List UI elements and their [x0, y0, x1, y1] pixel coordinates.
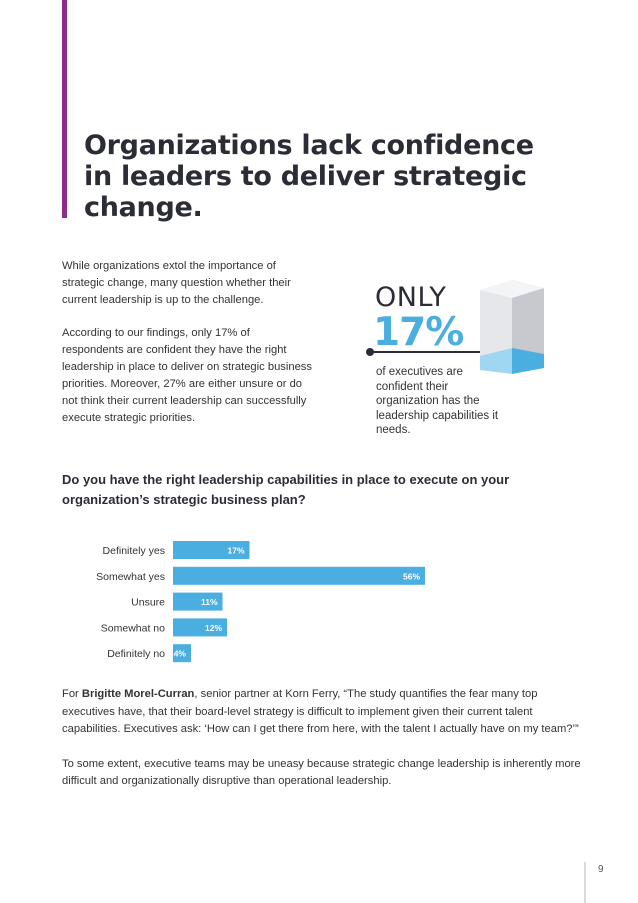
- category-label: Definitely yes: [103, 545, 165, 557]
- bar-chart: Definitely yes 17% Somewhat yes 56% Unsure 11…: [96, 541, 425, 663]
- bar: [173, 592, 223, 611]
- value-label: 11%: [201, 597, 218, 607]
- cube-illustration: [480, 280, 544, 374]
- title-line: in leaders to deliver strategic: [84, 161, 527, 192]
- callout-only: ONLY: [375, 282, 447, 313]
- value-label: 17%: [227, 546, 244, 556]
- quote-name: Brigitte Morel-Curran: [81, 688, 195, 700]
- bar: [173, 541, 250, 559]
- page-number-rule: [584, 862, 586, 903]
- callout-rule: [370, 351, 490, 353]
- accent-bar: [62, 0, 67, 218]
- bar: [173, 618, 227, 637]
- body-text: For Brigitte Morel-Curran, senior partne…: [62, 686, 582, 808]
- value-label: 4%: [174, 649, 187, 659]
- intro-paragraph: According to our findings, only 17% of r…: [62, 327, 312, 424]
- page-title: Organizations lack confidence in leaders…: [84, 130, 604, 223]
- category-label: Unsure: [131, 597, 165, 609]
- quote-body: , senior partner at Korn Ferry, “The stu…: [62, 688, 579, 735]
- category-label: Somewhat yes: [96, 571, 165, 583]
- callout-percent: 17%: [373, 310, 464, 355]
- bar: [173, 644, 191, 663]
- quote-prefix: For: [62, 688, 82, 700]
- survey-question: Do you have the right leadership capabil…: [62, 472, 510, 507]
- value-label: 12%: [205, 623, 222, 633]
- quote-paragraph: For Brigitte Morel-Curran, senior partne…: [62, 686, 582, 739]
- category-label: Definitely no: [107, 648, 165, 660]
- title-line: Organizations lack confidence: [84, 130, 534, 161]
- value-label: 56%: [403, 571, 420, 581]
- closing-paragraph: To some extent, executive teams may be u…: [62, 757, 581, 788]
- page-number: 9: [598, 864, 604, 875]
- intro-paragraph: While organizations extol the importance…: [62, 260, 291, 306]
- title-line: change.: [84, 192, 203, 223]
- category-label: Somewhat no: [101, 622, 165, 634]
- intro-text: While organizations extol the importance…: [62, 258, 312, 443]
- callout-text: of executives are confident their organi…: [376, 366, 499, 436]
- callout-dot: [366, 348, 374, 356]
- bar: [173, 566, 425, 585]
